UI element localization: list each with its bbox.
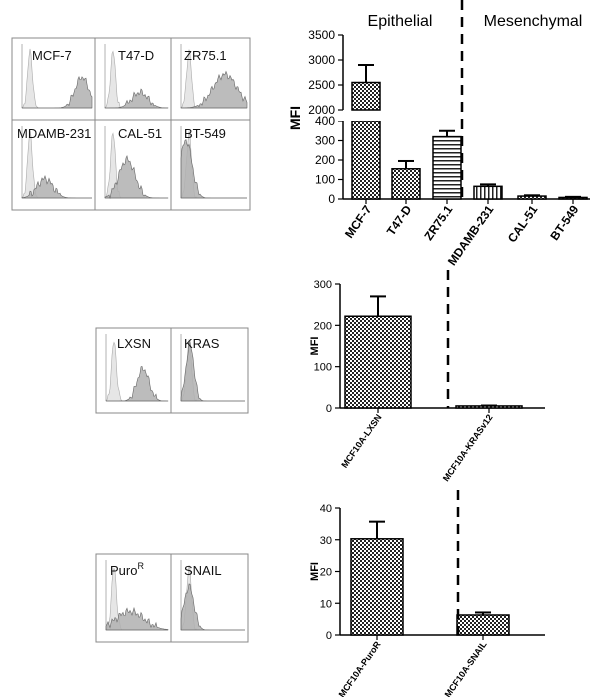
- flow-panel-border: [95, 327, 249, 414]
- y-tick-label: 300: [315, 134, 335, 148]
- y-axis-label: MFI: [287, 106, 303, 130]
- flow-panel-cell-lines: MCF-7 T47-D ZR75.1 MDAMB-231 CAL-51 BT-5…: [11, 37, 251, 211]
- y-tick-label: 20: [320, 567, 332, 579]
- bar: [473, 185, 503, 200]
- y-tick-label: 2000: [308, 103, 335, 117]
- axis-break: [337, 112, 397, 121]
- histogram-sample: [105, 606, 169, 631]
- y-tick-label: 30: [320, 535, 332, 547]
- y-tick-label: 200: [314, 320, 332, 332]
- flow-label-mdamb231: MDAMB-231: [17, 126, 91, 141]
- x-tick-label: BT-549: [547, 202, 581, 243]
- flow-label-zr751: ZR75.1: [184, 48, 227, 63]
- x-tick-label: MCF-7: [342, 202, 375, 240]
- chart-kras: 0 100 200 300 MFI MCF10A-LXSN MCF10A-KRASv12: [309, 270, 545, 483]
- y-axis-label: MFI: [309, 337, 321, 356]
- flow-label-mcf7: MCF-7: [32, 48, 72, 63]
- bar: [391, 168, 421, 200]
- bar: [517, 195, 547, 200]
- histogram-sample: [180, 583, 245, 631]
- y-tick-label: 10: [320, 598, 332, 610]
- x-tick-label: MCF10A-SNAIL: [443, 639, 489, 697]
- x-tick-label: CAL-51: [505, 202, 541, 245]
- y-tick-label: 300: [314, 279, 332, 291]
- flow-label-t47d: T47-D: [118, 48, 154, 63]
- y-tick-label: 3500: [308, 28, 335, 42]
- x-tick-label: MCF10A-PuroR: [337, 639, 383, 697]
- region-label-mesenchymal: Mesenchymal: [484, 13, 583, 30]
- y-tick-label: 0: [326, 630, 332, 642]
- flow-label-puror: PuroR: [110, 561, 144, 578]
- bar: [432, 135, 462, 200]
- y-tick-label: 100: [315, 173, 335, 187]
- bar: [351, 81, 381, 111]
- flow-label-snail: SNAIL: [184, 563, 222, 578]
- flow-label-bt549: BT-549: [184, 126, 226, 141]
- y-tick-label: 400: [315, 114, 335, 128]
- bar: [351, 120, 381, 200]
- y-tick-label: 100: [314, 362, 332, 374]
- y-tick-label: 0: [328, 192, 335, 206]
- y-tick-label: 200: [315, 153, 335, 167]
- bar: [456, 614, 510, 636]
- bar: [350, 538, 404, 636]
- flow-panel-border: [95, 553, 249, 643]
- y-axis-label: MFI: [309, 562, 321, 581]
- flow-panel-kras: LXSN KRAS: [95, 327, 249, 414]
- bar: [344, 315, 412, 409]
- flow-label-lxsn: LXSN: [117, 336, 151, 351]
- flow-panel-border: [11, 37, 251, 211]
- histogram-sample: [180, 70, 248, 109]
- x-tick-label: MCF10A-KRASv12: [441, 412, 495, 483]
- y-tick-label: 0: [326, 403, 332, 415]
- x-tick-label: T47-D: [384, 202, 415, 238]
- x-tick-label: ZR75.1: [421, 202, 455, 243]
- flow-label-kras: KRAS: [184, 336, 220, 351]
- y-tick-label: 3000: [308, 53, 335, 67]
- flow-panel-snail: PuroR SNAIL: [95, 553, 249, 643]
- region-label-epithelial: Epithelial: [368, 13, 433, 30]
- y-tick-label: 40: [320, 503, 332, 515]
- y-tick-label: 2500: [308, 78, 335, 92]
- x-tick-label: MCF10A-LXSN: [339, 412, 383, 469]
- chart-snail: 0 10 20 30 40 MFI MCF10A-PuroR MCF10A-SNAIL: [309, 490, 545, 697]
- flow-label-cal51: CAL-51: [118, 126, 162, 141]
